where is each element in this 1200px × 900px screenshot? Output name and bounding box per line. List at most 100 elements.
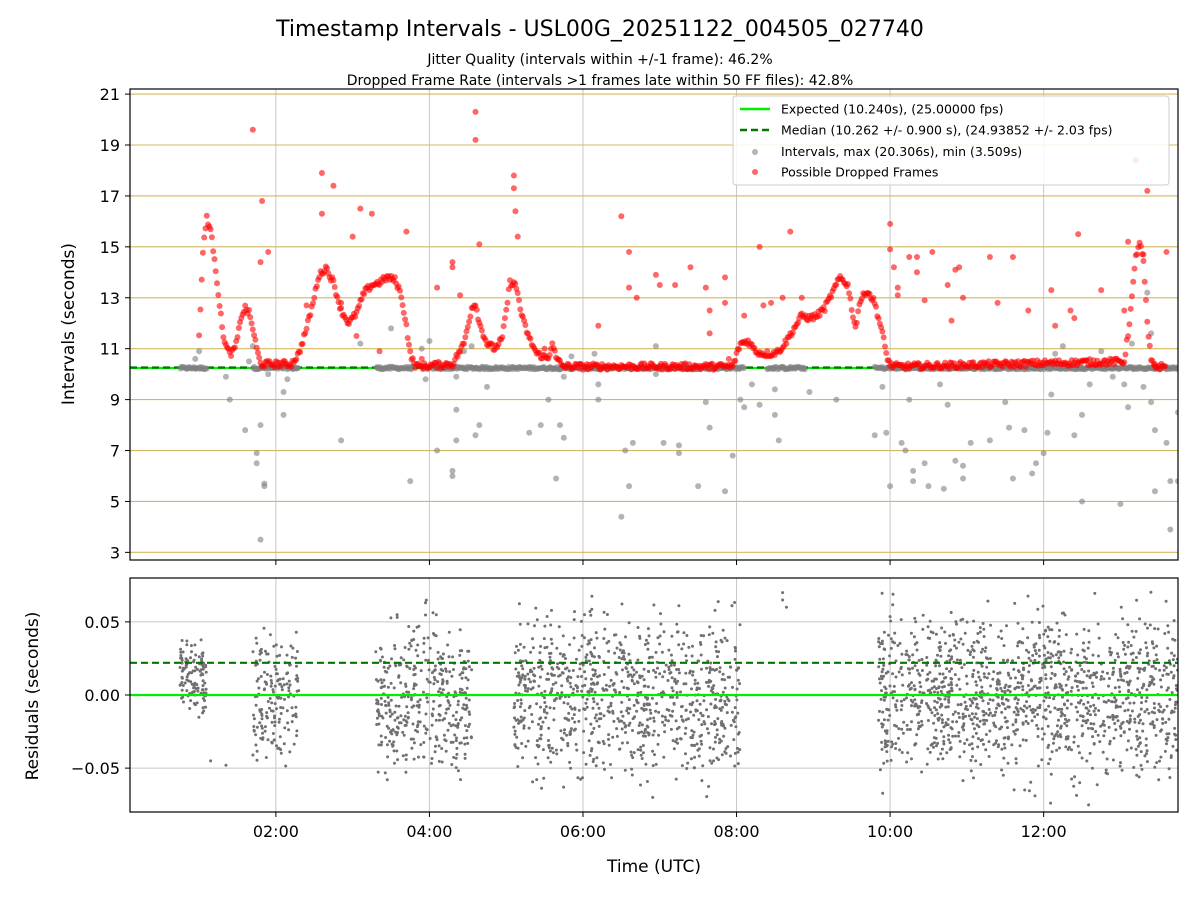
residual-point xyxy=(290,720,294,724)
residual-point xyxy=(518,622,522,626)
intervals-y-axis-label: Intervals (seconds) xyxy=(59,243,79,405)
residual-point xyxy=(521,756,525,760)
residual-point xyxy=(1089,713,1092,717)
residual-point xyxy=(679,715,683,718)
dropped-frame-point xyxy=(462,334,469,341)
residual-point xyxy=(906,751,910,755)
residual-point xyxy=(936,741,940,745)
residual-point xyxy=(721,690,725,694)
interval-point xyxy=(1175,478,1178,485)
residual-point xyxy=(917,672,921,676)
residual-point xyxy=(550,642,554,646)
residual-point xyxy=(686,761,690,765)
interval-point xyxy=(468,343,475,350)
residual-point xyxy=(294,630,298,634)
residual-point xyxy=(725,695,729,699)
residual-point xyxy=(1131,651,1135,655)
residual-point xyxy=(1171,676,1175,680)
residual-point xyxy=(575,689,579,693)
residual-point xyxy=(1060,611,1064,615)
residual-point xyxy=(411,737,415,741)
residual-point xyxy=(602,742,606,746)
residual-point xyxy=(1030,719,1034,723)
residual-point xyxy=(952,660,956,664)
residual-point xyxy=(270,741,274,745)
residual-point xyxy=(1012,730,1016,733)
residual-point xyxy=(639,690,643,694)
residual-point xyxy=(674,777,678,781)
residual-point xyxy=(401,754,405,758)
interval-point xyxy=(545,396,552,403)
residual-point xyxy=(624,731,627,734)
residual-point xyxy=(1024,738,1028,742)
dropped-frame-point xyxy=(626,284,633,291)
residual-point xyxy=(1033,658,1037,662)
residual-point xyxy=(933,677,937,681)
dropped-frame-point xyxy=(503,306,510,313)
residual-point xyxy=(273,665,277,668)
dropped-frame-point xyxy=(353,332,360,339)
residual-point xyxy=(466,659,470,663)
dropped-frame-point xyxy=(464,324,471,330)
residual-point xyxy=(597,717,601,721)
residual-point xyxy=(393,761,396,765)
residual-point xyxy=(382,678,386,682)
residual-point xyxy=(1095,675,1098,679)
residual-point xyxy=(1159,685,1163,689)
dropped-frame-point xyxy=(356,302,363,309)
dropped-frame-point xyxy=(368,210,375,217)
residual-point xyxy=(1175,687,1178,691)
dropped-frame-point xyxy=(473,306,480,313)
residual-point xyxy=(280,688,284,692)
residual-point xyxy=(1076,688,1080,692)
residual-point xyxy=(644,762,648,766)
interval-point xyxy=(595,381,602,388)
residual-point xyxy=(180,658,184,662)
residual-point xyxy=(517,671,520,675)
residual-point xyxy=(539,737,543,741)
residual-point xyxy=(432,682,436,686)
residual-point xyxy=(584,659,588,663)
residual-point xyxy=(515,735,519,739)
residual-point xyxy=(630,767,634,771)
dropped-frame-point xyxy=(252,336,259,343)
residual-point xyxy=(560,684,564,688)
residual-point xyxy=(1046,691,1050,695)
residual-point xyxy=(632,673,636,677)
residual-point xyxy=(530,713,534,716)
interval-point xyxy=(1175,409,1178,416)
residual-point xyxy=(687,645,691,649)
residual-point xyxy=(1137,775,1141,779)
residual-point xyxy=(890,740,894,744)
residual-point xyxy=(574,742,578,746)
residual-point xyxy=(878,657,882,661)
residual-point xyxy=(535,702,539,706)
residual-point xyxy=(1053,674,1057,677)
residual-point xyxy=(620,679,624,683)
residual-point xyxy=(1048,656,1052,660)
residual-point xyxy=(203,681,207,685)
residual-point xyxy=(1013,697,1017,701)
dropped-frame-point xyxy=(549,340,556,347)
residuals-y-axis-label: Residuals (seconds) xyxy=(23,612,43,781)
residual-point xyxy=(635,670,638,674)
residual-point xyxy=(1058,682,1062,686)
residual-point xyxy=(179,654,183,657)
interval-point xyxy=(967,439,974,446)
residual-point xyxy=(1066,699,1070,703)
residual-point xyxy=(1148,680,1152,684)
residual-point xyxy=(279,712,283,715)
residual-point xyxy=(582,729,586,733)
residual-point xyxy=(390,657,393,661)
residual-point xyxy=(275,707,278,711)
residual-point xyxy=(1095,671,1099,675)
residual-point xyxy=(940,626,944,630)
residual-point xyxy=(1108,715,1112,719)
residual-point xyxy=(264,756,268,759)
residual-point xyxy=(1040,727,1044,731)
residual-point xyxy=(523,674,527,678)
dropped-frame-point xyxy=(302,330,309,337)
interval-point xyxy=(1044,429,1051,436)
dropped-frame-point xyxy=(516,297,522,304)
residual-point xyxy=(893,690,896,694)
